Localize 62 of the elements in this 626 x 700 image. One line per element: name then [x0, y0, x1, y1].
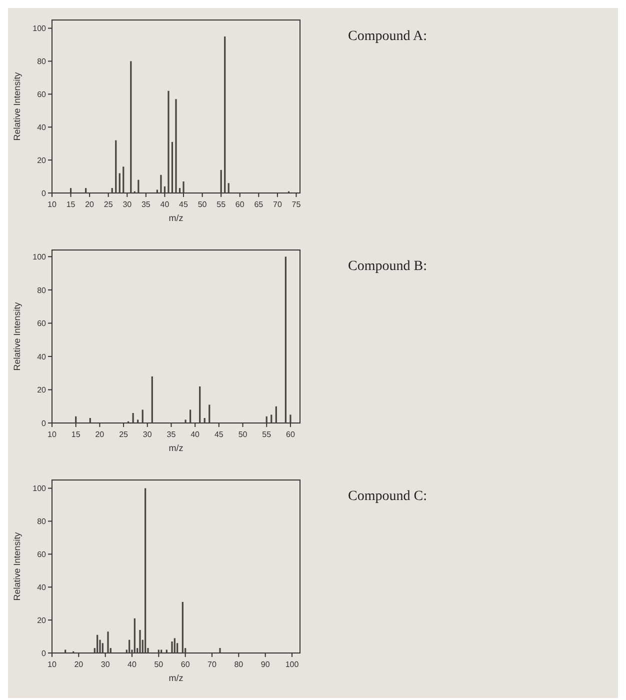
y-tick-label: 60 [37, 90, 47, 100]
y-tick-label: 40 [37, 352, 47, 362]
x-tick-label: 20 [95, 430, 105, 439]
x-tick-label: 55 [216, 200, 226, 209]
x-axis-title: m/z [168, 443, 184, 453]
x-tick-label: 60 [235, 200, 245, 209]
x-tick-label: 20 [74, 660, 84, 669]
y-axis-title: Relative Intensity [12, 532, 22, 601]
y-tick-label: 60 [37, 550, 47, 560]
x-tick-label: 70 [208, 660, 217, 669]
y-tick-label: 100 [32, 484, 47, 494]
x-tick-label: 70 [273, 200, 282, 209]
x-tick-label: 60 [286, 430, 296, 439]
x-tick-label: 25 [119, 430, 129, 439]
y-tick-label: 100 [32, 24, 47, 34]
x-tick-label: 35 [141, 200, 151, 209]
x-tick-label: 35 [166, 430, 176, 439]
x-tick-label: 40 [190, 430, 200, 439]
x-axis-title: m/z [168, 673, 184, 683]
y-tick-label: 0 [42, 419, 47, 428]
y-tick-label: 40 [37, 123, 47, 132]
y-axis-title: Relative Intensity [12, 302, 22, 371]
x-tick-label: 25 [104, 200, 114, 209]
x-tick-label: 30 [100, 660, 110, 669]
x-tick-label: 10 [48, 660, 57, 669]
y-tick-label: 0 [42, 649, 47, 658]
x-tick-label: 60 [180, 660, 190, 669]
x-tick-label: 40 [160, 200, 170, 209]
y-tick-label: 80 [37, 57, 47, 66]
x-tick-label: 45 [214, 430, 224, 439]
x-tick-label: 50 [238, 430, 248, 439]
x-tick-label: 10 [48, 200, 57, 209]
text: Compound C: [348, 489, 427, 504]
y-tick-label: 0 [42, 189, 47, 198]
y-tick-label: 60 [37, 319, 47, 328]
y-tick-label: 20 [37, 386, 47, 395]
y-tick-label: 100 [32, 252, 47, 262]
x-tick-label: 80 [234, 660, 244, 669]
x-tick-label: 20 [85, 200, 95, 209]
x-tick-label: 50 [154, 660, 164, 669]
x-tick-label: 10 [48, 430, 57, 439]
y-tick-label: 20 [37, 156, 47, 166]
text: Compound A: [348, 29, 427, 44]
x-tick-label: 30 [122, 200, 132, 209]
x-tick-label: 30 [142, 430, 152, 439]
y-tick-label: 40 [37, 583, 47, 592]
x-tick-label: 50 [198, 200, 208, 209]
x-tick-label: 75 [292, 200, 302, 209]
x-tick-label: 90 [260, 660, 270, 669]
y-axis-title: Relative Intensity [12, 72, 22, 141]
x-tick-label: 45 [179, 200, 189, 209]
x-axis-title: m/z [168, 213, 184, 223]
y-tick-label: 80 [37, 286, 47, 295]
text: Compound B: [348, 259, 427, 274]
x-tick-label: 55 [262, 430, 272, 439]
x-tick-label: 65 [254, 200, 264, 209]
y-tick-label: 80 [37, 517, 47, 526]
x-tick-label: 40 [128, 660, 137, 669]
y-tick-label: 20 [37, 616, 47, 626]
x-tick-label: 15 [66, 200, 76, 209]
x-tick-label: 100 [285, 660, 300, 669]
x-tick-label: 15 [71, 430, 81, 439]
